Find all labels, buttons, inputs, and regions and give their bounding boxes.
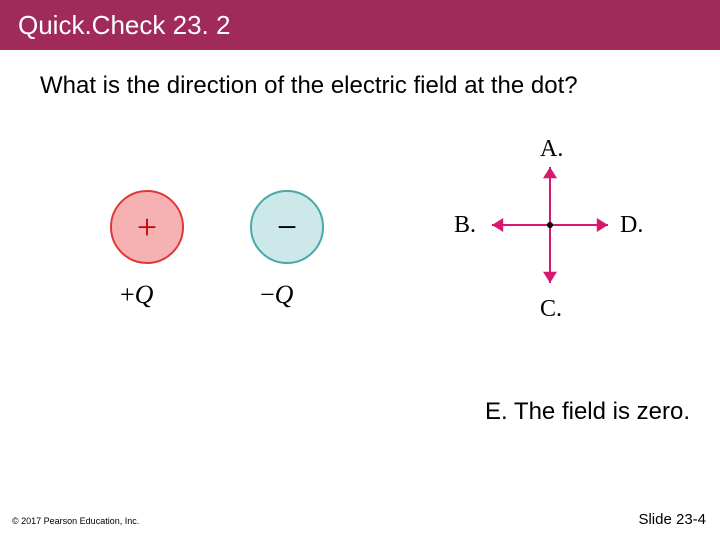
plus-glyph: + xyxy=(137,206,157,248)
minus-glyph: − xyxy=(277,206,297,248)
title-bar: Quick.Check 23. 2 xyxy=(0,0,720,50)
direction-arrows-icon xyxy=(480,155,620,295)
positive-charge: + xyxy=(110,190,184,264)
option-d-label: D. xyxy=(620,212,643,239)
slide-number: Slide 23-4 xyxy=(638,511,706,528)
negative-charge-label: −Q xyxy=(260,280,293,310)
option-e-text: E. The field is zero. xyxy=(485,398,690,426)
question-text: What is the direction of the electric fi… xyxy=(0,50,720,100)
negative-charge: − xyxy=(250,190,324,264)
option-c-label: C. xyxy=(540,296,562,323)
copyright-text: © 2017 Pearson Education, Inc. xyxy=(12,516,139,526)
positive-charge-label: +Q xyxy=(120,280,153,310)
option-a-label: A. xyxy=(540,136,563,163)
slide-title: Quick.Check 23. 2 xyxy=(18,10,230,41)
option-b-label: B. xyxy=(454,212,476,239)
figure-area: + +Q − −Q A. B. C. D. xyxy=(70,150,670,370)
